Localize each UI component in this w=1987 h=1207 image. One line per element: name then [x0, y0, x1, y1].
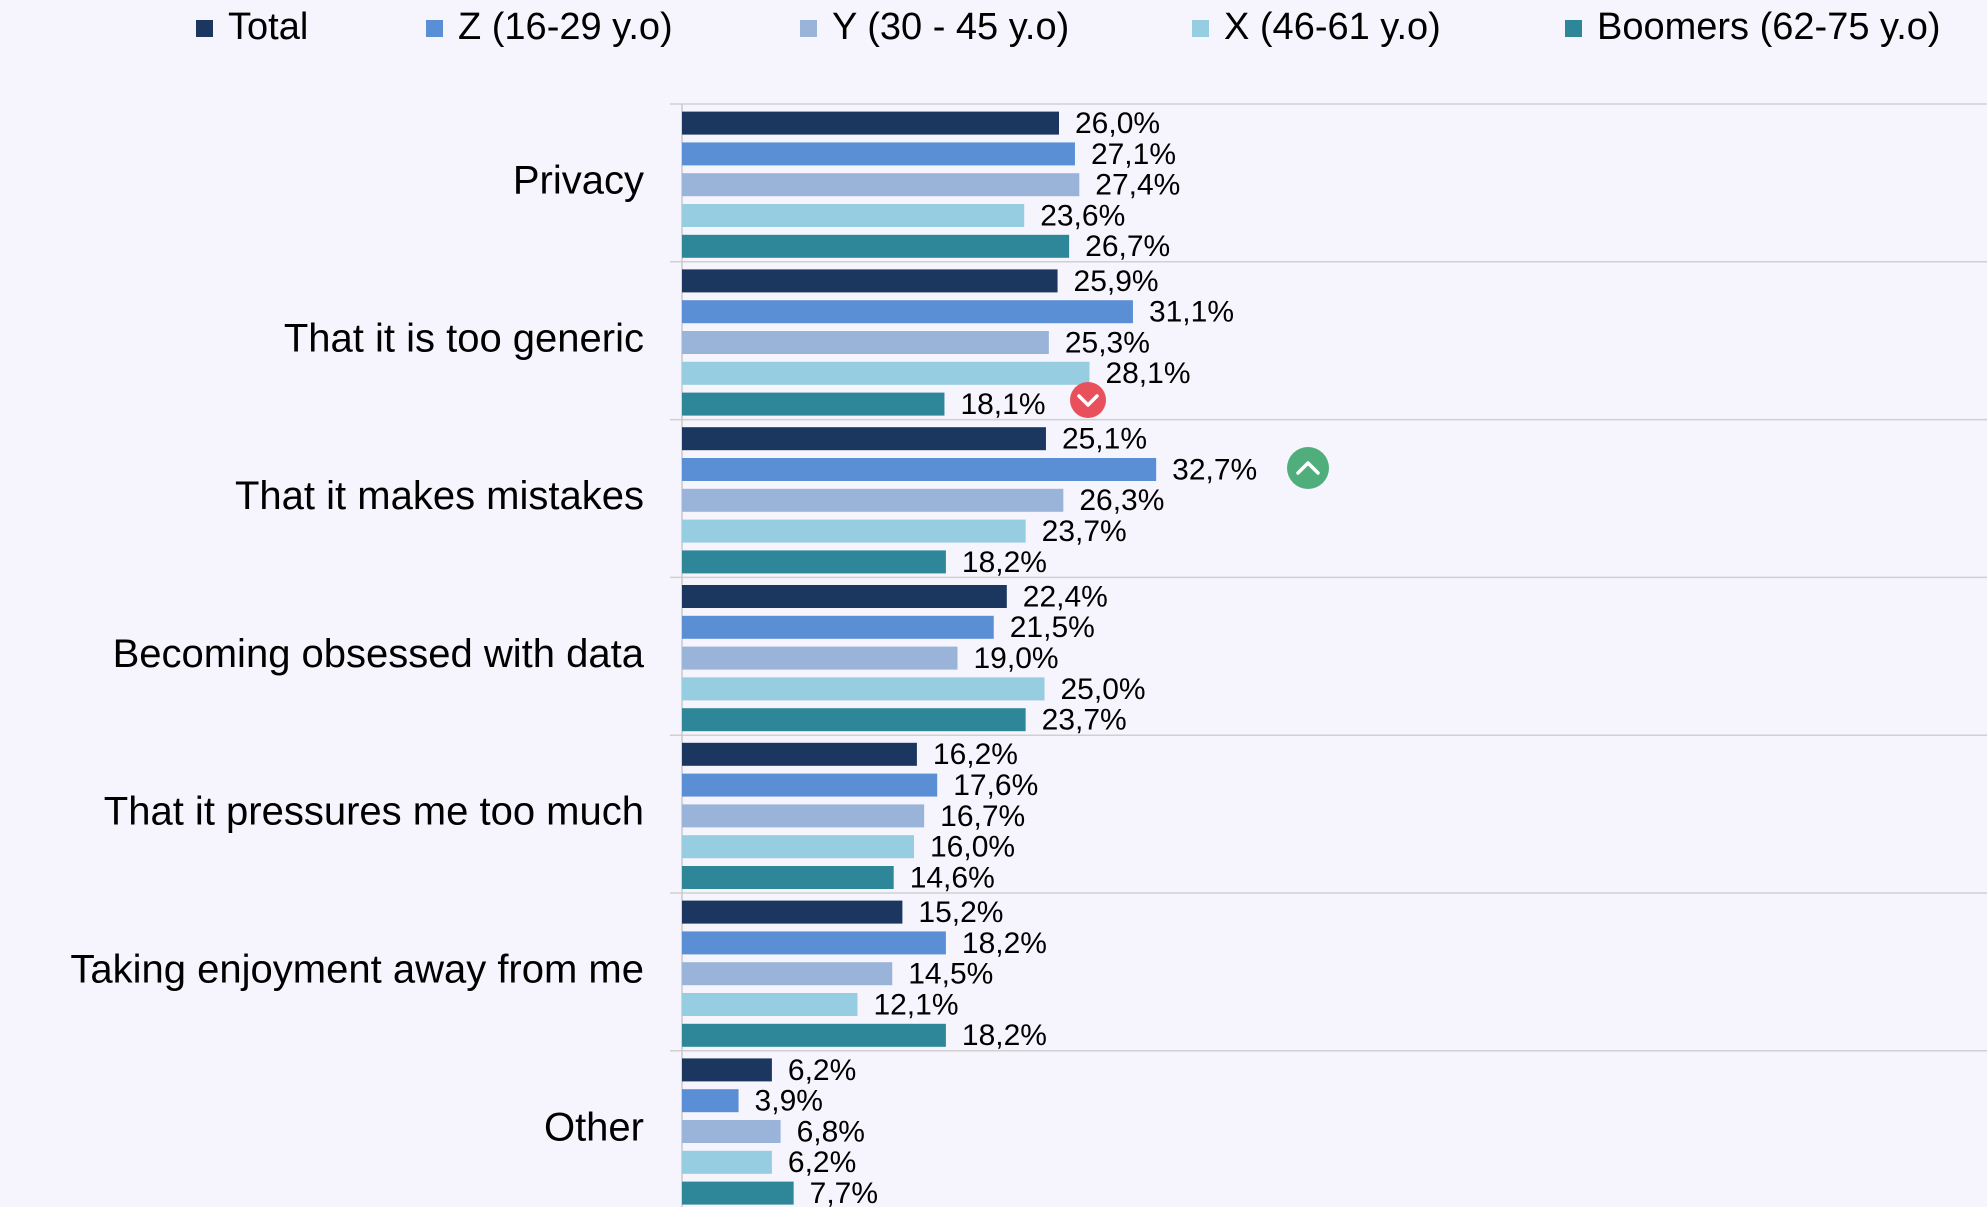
bar [682, 615, 994, 639]
value-label: 31,1% [1149, 296, 1234, 329]
indicator-up [1287, 447, 1329, 489]
value-label: 19,0% [974, 642, 1059, 675]
value-label: 18,2% [962, 927, 1047, 960]
bar [682, 742, 917, 766]
value-label: 18,1% [960, 388, 1045, 421]
category-label: Privacy [513, 158, 644, 202]
bar [682, 835, 914, 859]
category-label: That it is too generic [284, 316, 644, 360]
legend-swatch [800, 20, 817, 37]
value-label: 23,7% [1042, 704, 1127, 737]
bar [682, 519, 1026, 543]
bar [682, 300, 1133, 324]
value-label: 7,7% [810, 1177, 878, 1207]
value-label: 21,5% [1010, 611, 1095, 644]
value-label: 22,4% [1023, 580, 1108, 613]
value-label: 6,2% [788, 1146, 856, 1179]
value-label: 17,6% [953, 769, 1038, 802]
legend: Total Z (16-29 y.o) Y (30 - 45 y.o) X (46-6… [196, 6, 1941, 48]
value-label: 18,2% [962, 546, 1047, 579]
bar [682, 677, 1045, 701]
plot: Privacy 26,0%27,1%27,4%23,6%26,7% That it … [70, 103, 1987, 1207]
value-label: 3,9% [755, 1085, 823, 1118]
value-label: 27,1% [1091, 138, 1176, 171]
legend-swatch [1565, 20, 1582, 37]
category-label: That it makes mistakes [235, 474, 644, 518]
bar [682, 331, 1049, 354]
bar [682, 111, 1059, 135]
bar [682, 646, 958, 670]
bar [682, 773, 938, 797]
value-label: 6,8% [797, 1115, 865, 1148]
bar [682, 142, 1075, 166]
bar [682, 458, 1157, 481]
bar [682, 1023, 946, 1047]
value-label: 16,7% [940, 800, 1025, 833]
value-label: 26,0% [1075, 107, 1160, 140]
legend-label: X (46-61 y.o) [1224, 6, 1441, 48]
legend-label: Total [228, 6, 308, 48]
value-label: 16,2% [933, 738, 1018, 771]
legend-label: Boomers (62-75 y.o) [1597, 6, 1941, 48]
legend-label: Y (30 - 45 y.o) [832, 6, 1069, 48]
bar [682, 427, 1046, 451]
bar [682, 1181, 794, 1205]
value-label: 26,7% [1085, 230, 1170, 263]
bar [682, 204, 1025, 227]
value-label: 25,1% [1062, 423, 1147, 456]
category-label: Other [544, 1105, 644, 1149]
value-label: 23,6% [1040, 199, 1125, 232]
value-label: 25,9% [1074, 265, 1159, 298]
bar [682, 1058, 772, 1082]
bar [682, 585, 1007, 608]
bar [682, 708, 1026, 732]
value-label: 14,5% [908, 958, 993, 991]
value-label: 14,6% [910, 861, 995, 894]
bar [682, 931, 946, 955]
bar [682, 392, 945, 416]
bar [682, 173, 1080, 197]
indicator-down [1070, 382, 1106, 418]
category-label: Taking enjoyment away from me [70, 947, 644, 991]
bar [682, 1120, 781, 1143]
legend-label: Z (16-29 y.o) [458, 6, 673, 48]
value-label: 12,1% [873, 988, 958, 1021]
category-label: That it pressures me too much [104, 790, 644, 834]
bar [682, 234, 1070, 258]
value-label: 27,4% [1095, 169, 1180, 202]
bar [682, 1089, 739, 1113]
bar [682, 550, 946, 574]
value-label: 18,2% [962, 1019, 1047, 1052]
value-label: 28,1% [1105, 357, 1190, 390]
value-label: 16,0% [930, 831, 1015, 864]
bar [682, 900, 903, 924]
bar [682, 804, 925, 828]
bar [682, 866, 894, 889]
bar [682, 269, 1058, 293]
bar [682, 488, 1064, 512]
value-label: 26,3% [1079, 484, 1164, 517]
bar [682, 993, 858, 1016]
value-label: 32,7% [1172, 453, 1257, 486]
value-label: 15,2% [918, 896, 1003, 929]
value-label: 25,0% [1061, 673, 1146, 706]
bar [682, 962, 893, 986]
value-label: 23,7% [1042, 515, 1127, 548]
value-label: 25,3% [1065, 326, 1150, 359]
category-label: Becoming obsessed with data [113, 632, 645, 676]
bar [682, 361, 1090, 385]
legend-swatch [426, 20, 443, 37]
value-label: 6,2% [788, 1054, 856, 1087]
legend-swatch [196, 20, 213, 37]
bar [682, 1150, 772, 1174]
legend-swatch [1192, 20, 1209, 37]
